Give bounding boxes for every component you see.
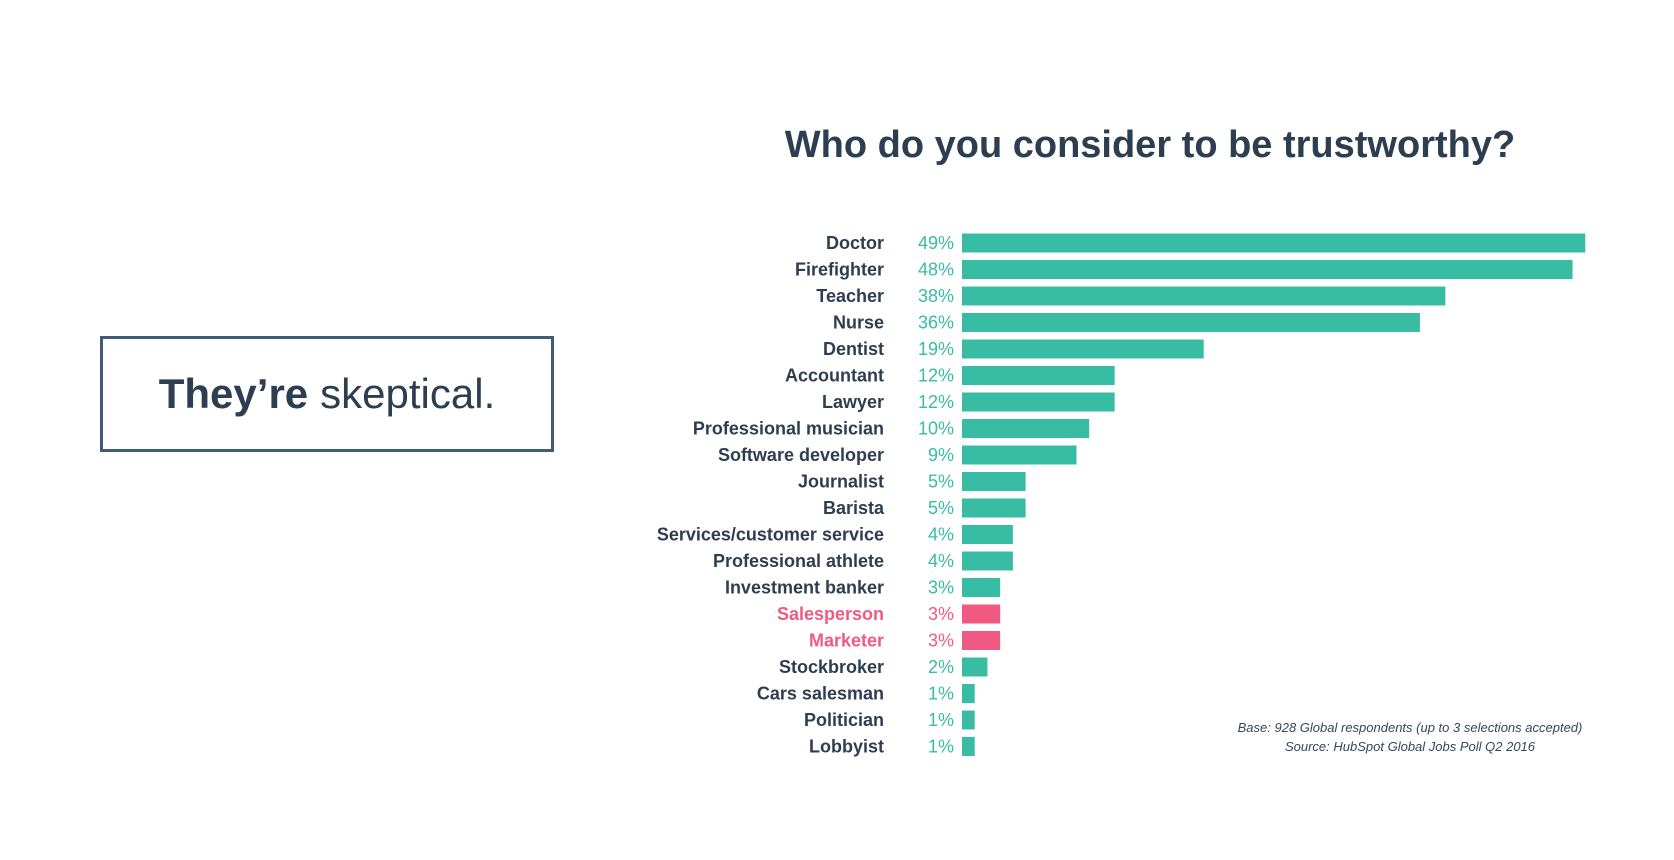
bar-stockbroker <box>962 657 988 677</box>
value-label-software-developer: 9% <box>928 445 954 465</box>
category-label-software-developer: Software developer <box>718 445 884 465</box>
category-label-lawyer: Lawyer <box>822 392 884 412</box>
value-label-teacher: 38% <box>918 286 954 306</box>
value-label-investment-banker: 3% <box>928 578 954 598</box>
value-label-services-customer-service: 4% <box>928 525 954 545</box>
bar-professional-athlete <box>962 551 1013 571</box>
value-label-journalist: 5% <box>928 472 954 492</box>
value-label-politician: 1% <box>928 710 954 730</box>
category-label-cars-salesman: Cars salesman <box>757 684 884 704</box>
bar-marketer <box>962 631 1001 650</box>
category-label-barista: Barista <box>823 498 885 518</box>
bar-nurse <box>962 313 1420 332</box>
headline-callout-box: They’re skeptical. <box>100 336 554 452</box>
value-label-doctor: 49% <box>918 233 954 253</box>
bar-salesperson <box>962 604 1001 624</box>
category-label-nurse: Nurse <box>833 313 884 333</box>
category-label-politician: Politician <box>804 710 884 730</box>
category-label-marketer: Marketer <box>809 631 884 651</box>
category-label-salesperson: Salesperson <box>777 604 884 624</box>
value-label-cars-salesman: 1% <box>928 684 954 704</box>
footnote-source: Source: HubSpot Global Jobs Poll Q2 2016 <box>1284 739 1536 754</box>
bar-cars-salesman <box>962 684 975 703</box>
category-label-lobbyist: Lobbyist <box>809 737 884 757</box>
value-label-dentist: 19% <box>918 339 954 359</box>
category-label-journalist: Journalist <box>798 472 884 492</box>
bar-politician <box>962 710 975 730</box>
category-label-professional-musician: Professional musician <box>693 419 884 439</box>
category-label-professional-athlete: Professional athlete <box>713 551 884 571</box>
bar-accountant <box>962 366 1115 385</box>
value-label-lobbyist: 1% <box>928 737 954 757</box>
bar-journalist <box>962 472 1026 491</box>
category-label-dentist: Dentist <box>823 339 884 359</box>
bar-teacher <box>962 286 1446 306</box>
bar-firefighter <box>962 260 1573 279</box>
bar-services-customer-service <box>962 525 1013 544</box>
category-label-accountant: Accountant <box>785 366 884 386</box>
category-label-investment-banker: Investment banker <box>725 578 884 598</box>
value-label-lawyer: 12% <box>918 392 954 412</box>
bar-software-developer <box>962 445 1077 465</box>
category-label-stockbroker: Stockbroker <box>779 657 884 677</box>
value-label-firefighter: 48% <box>918 260 954 280</box>
bar-lawyer <box>962 392 1115 412</box>
headline-bold-text: They’re <box>158 370 309 417</box>
bar-barista <box>962 498 1026 518</box>
value-label-marketer: 3% <box>928 631 954 651</box>
bar-lobbyist <box>962 737 975 756</box>
bar-investment-banker <box>962 578 1001 597</box>
value-label-professional-athlete: 4% <box>928 551 954 571</box>
value-label-salesperson: 3% <box>928 604 954 624</box>
value-label-nurse: 36% <box>918 313 954 333</box>
bar-doctor <box>962 233 1586 253</box>
value-label-professional-musician: 10% <box>918 419 954 439</box>
chart-title: Who do you consider to be trustworthy? <box>784 124 1516 166</box>
category-label-firefighter: Firefighter <box>795 260 884 280</box>
category-label-services-customer-service: Services/customer service <box>657 525 884 545</box>
bar-professional-musician <box>962 419 1090 438</box>
headline-light-text: skeptical. <box>320 370 496 417</box>
category-label-teacher: Teacher <box>816 286 884 306</box>
value-label-accountant: 12% <box>918 366 954 386</box>
category-label-doctor: Doctor <box>826 233 884 253</box>
value-label-barista: 5% <box>928 498 954 518</box>
footnote-base: Base: 928 Global respondents (up to 3 se… <box>1237 720 1583 735</box>
value-label-stockbroker: 2% <box>928 657 954 677</box>
bar-dentist <box>962 339 1204 359</box>
